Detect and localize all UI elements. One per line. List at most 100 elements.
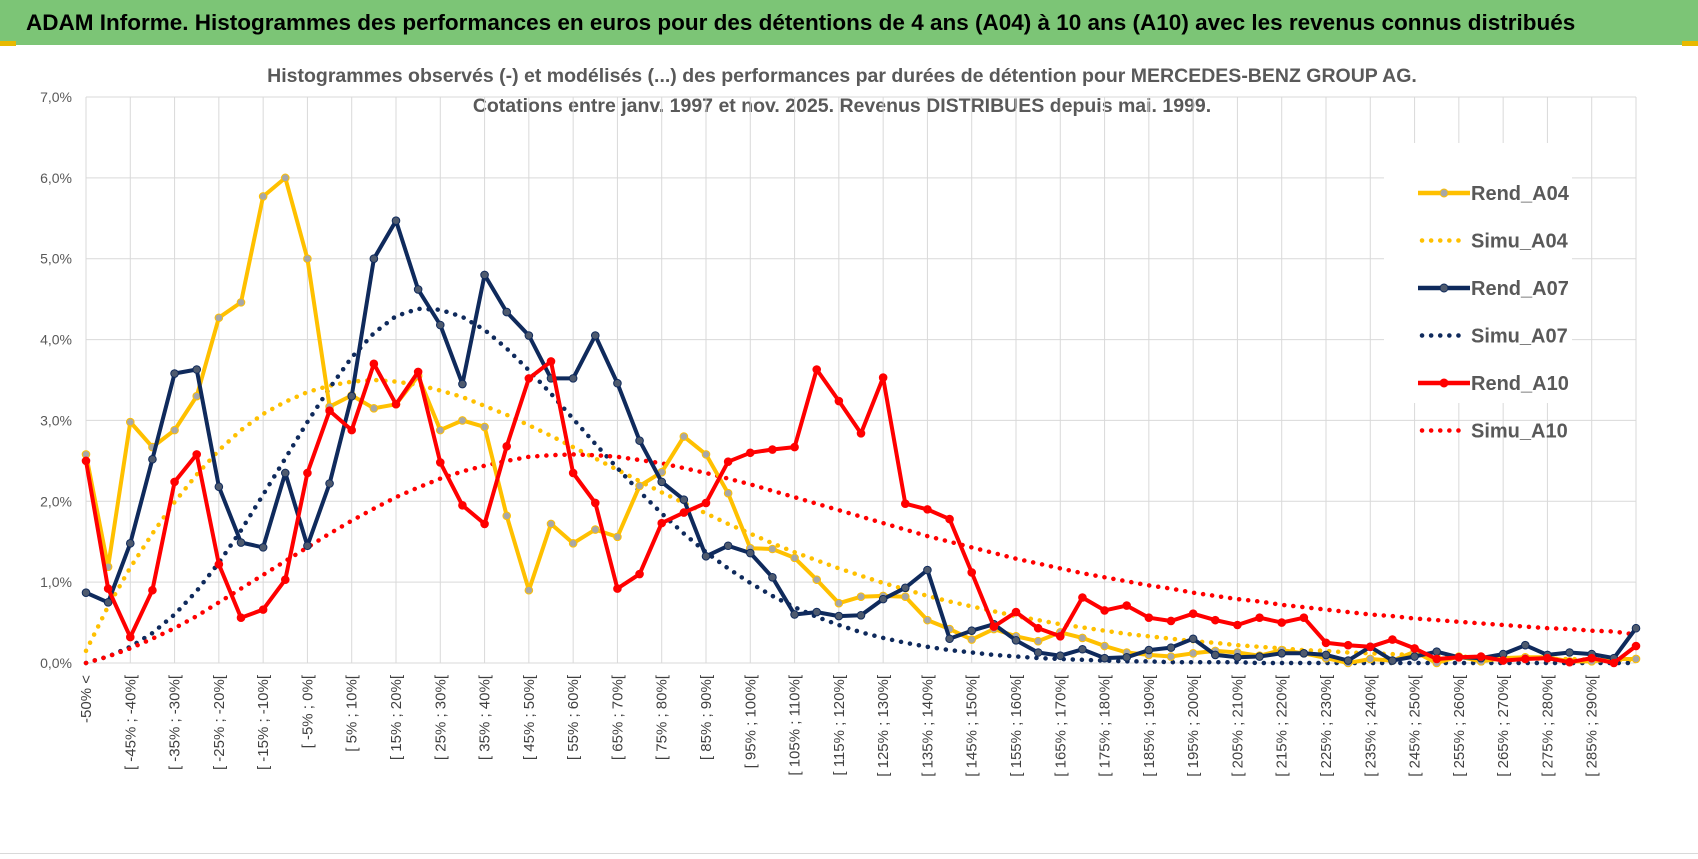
data-point [1321,650,1331,660]
header-left-accent [0,41,16,46]
data-point [1055,651,1065,661]
data-point [635,569,644,579]
x-tick-label: [ -45% ; -40%[ [122,674,139,770]
series-Rend_A10 [81,357,1641,668]
data-point [1365,654,1375,664]
data-point [613,532,622,542]
legend-label: Rend_A04 [1471,183,1570,205]
header-right-accent [1682,41,1698,46]
data-point [170,425,179,435]
data-point [679,495,689,504]
data-point [812,575,822,585]
report-header: ADAM Informe. Histogrammes des performan… [0,0,1698,45]
data-point [1166,616,1176,626]
data-point [1122,601,1132,610]
data-point [701,498,711,508]
data-point [369,254,379,264]
x-tick-label: [ 45% ; 50%[ [521,674,538,760]
x-tick-label: [ 215% ; 220%[ [1274,674,1291,777]
data-point [768,445,777,454]
data-point [81,456,91,466]
data-point [435,458,445,467]
data-point [1188,609,1198,618]
data-point [148,585,157,595]
data-point [1631,623,1641,633]
x-tick-label: [ 285% ; 290%[ [1584,674,1601,777]
data-point [236,298,246,307]
data-point [967,568,977,577]
data-point [723,541,733,551]
x-tick-label: [ 165% ; 170%[ [1052,674,1069,777]
data-point [745,448,755,458]
data-point [435,425,445,435]
data-point [1388,635,1397,644]
data-point [1078,644,1087,654]
data-point [790,610,799,619]
chart-area: Histogrammes observés (-) et modélisés (… [0,45,1698,854]
x-tick-label: [ 65% ; 70%[ [609,674,626,760]
data-point [590,525,600,534]
data-point [458,379,467,389]
x-tick-label: [ 35% ; 40%[ [477,674,494,760]
data-point [1122,653,1132,662]
data-point [192,450,202,459]
data-point [214,313,224,323]
data-point [1498,656,1508,665]
legend-background [1384,143,1572,403]
data-point [679,432,689,441]
data-point [812,365,822,374]
data-point [1100,606,1109,615]
data-point [1631,641,1641,651]
data-point [856,429,866,438]
data-point [590,331,600,340]
legend-label: Simu_A10 [1471,421,1568,443]
legend-marker [1439,283,1449,293]
data-point [1100,653,1109,663]
data-point [856,592,866,601]
x-tick-label: [ -15% ; -10%[ [255,674,272,770]
data-point [1055,632,1065,641]
x-tick-label: [ 5% ; 10%[ [344,674,361,752]
data-point [103,584,113,593]
data-point [923,565,932,575]
data-point [1609,658,1619,668]
y-tick-label: 0,0% [40,655,72,671]
data-point [1543,653,1552,663]
data-point [325,406,334,416]
legend-item-Rend_A10: Rend_A10 [1418,373,1569,395]
data-point [524,585,534,595]
data-point [214,482,224,492]
data-point [1033,648,1043,657]
data-point [1432,647,1442,656]
data-point [723,488,733,498]
x-tick-label: [ 55% ; 60%[ [565,674,582,760]
data-point [568,468,578,478]
data-point [1166,643,1176,652]
data-point [325,479,334,488]
x-tick-label: [ 115% ; 120%[ [831,674,848,775]
legend-item-Simu_A10: Simu_A10 [1419,421,1568,443]
x-tick-label: [ 265% ; 270%[ [1495,674,1512,777]
data-point [1299,648,1309,658]
x-tick-label: [ 225% ; 230%[ [1318,674,1335,777]
data-point [280,468,290,478]
data-point [900,499,910,509]
data-point [524,331,534,340]
series-line-Simu_A10 [83,452,1639,666]
data-point [1520,654,1530,664]
data-point [1410,644,1419,653]
data-point [524,374,534,383]
data-point [347,425,357,435]
x-tick-label: [ -25% ; -20%[ [211,674,228,770]
data-point [1188,634,1198,644]
series-line-Simu_A07 [83,306,1639,666]
data-point [701,551,711,561]
data-point [923,505,932,514]
x-tick-label: [ 195% ; 200%[ [1185,674,1202,777]
x-tick-label: [ 175% ; 180%[ [1097,674,1114,777]
data-point [1144,613,1154,623]
report-title: ADAM Informe. Histogrammes des performan… [26,10,1576,35]
data-point [923,615,932,625]
data-point [1587,653,1597,663]
data-point [214,560,224,569]
